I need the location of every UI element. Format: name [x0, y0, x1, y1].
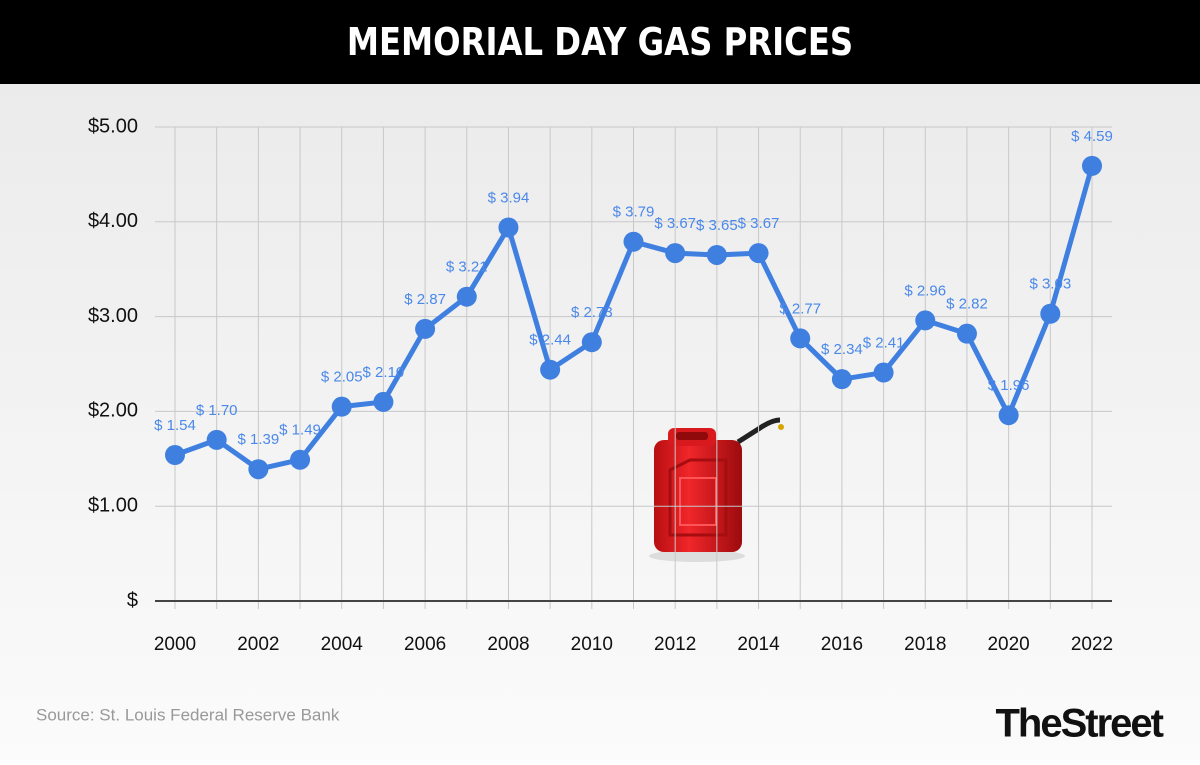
data-point: [331, 396, 352, 417]
y-tick-label: $1.00: [88, 494, 138, 516]
data-label: $ 2.10: [363, 364, 405, 381]
y-tick-label: $2.00: [88, 400, 138, 422]
data-point: [290, 449, 311, 470]
data-point: [873, 362, 894, 383]
title-bar: [0, 0, 1200, 84]
data-label: $ 1.49: [279, 422, 321, 439]
data-label: $ 2.82: [946, 296, 988, 313]
data-point: [748, 243, 769, 264]
x-tick-label: 2016: [821, 634, 863, 655]
data-label: $ 1.70: [196, 402, 238, 419]
data-label: $ 2.44: [529, 332, 571, 349]
y-tick-label: $3.00: [88, 305, 138, 327]
x-tick-label: 2004: [321, 634, 364, 655]
data-label: $ 4.59: [1071, 128, 1113, 145]
data-point: [373, 391, 394, 412]
data-point: [790, 328, 811, 349]
x-tick-label: 2012: [654, 634, 696, 655]
data-point: [248, 459, 269, 480]
x-tick-label: 2006: [404, 634, 446, 655]
data-label: $ 3.65: [696, 217, 738, 234]
data-label: $ 1.54: [154, 417, 196, 434]
x-tick-label: 2014: [737, 634, 780, 655]
data-label: $ 2.05: [321, 369, 363, 386]
data-label: $ 3.67: [654, 215, 696, 232]
y-tick-label: $4.00: [88, 210, 138, 232]
data-point: [915, 310, 936, 331]
data-point: [206, 429, 227, 450]
data-point: [581, 332, 602, 353]
x-tick-label: 2018: [904, 634, 946, 655]
data-point: [706, 244, 727, 265]
y-tick-label: $: [127, 589, 138, 611]
data-label: $ 3.21: [446, 259, 488, 276]
data-point: [498, 217, 519, 238]
data-label: $ 2.96: [904, 282, 946, 299]
data-label: $ 2.34: [821, 341, 863, 358]
data-label: $ 3.94: [488, 189, 530, 206]
chart-title: MEMORIAL DAY GAS PRICES: [347, 20, 853, 64]
data-point: [456, 286, 477, 307]
data-label: $ 3.67: [738, 215, 780, 232]
data-label: $ 2.77: [779, 300, 821, 317]
x-tick-label: 2000: [154, 634, 196, 655]
data-label: $ 1.96: [988, 377, 1030, 394]
data-label: $ 2.73: [571, 304, 613, 321]
data-point: [415, 318, 436, 339]
data-point: [1082, 155, 1102, 176]
brand-logo: TheStreet: [996, 702, 1164, 746]
x-tick-label: 2020: [987, 634, 1029, 655]
data-point: [540, 359, 561, 380]
x-tick-label: 2008: [487, 634, 529, 655]
source-note: Source: St. Louis Federal Reserve Bank: [36, 705, 340, 724]
x-tick-label: 2010: [571, 634, 613, 655]
data-point: [956, 323, 977, 344]
data-point: [831, 369, 852, 390]
data-label: $ 2.87: [404, 291, 446, 308]
data-label: $ 3.03: [1029, 276, 1071, 293]
data-point: [165, 445, 185, 466]
data-label: $ 2.41: [863, 335, 905, 352]
y-tick-label: $5.00: [88, 115, 138, 137]
gas-can: [649, 417, 784, 562]
x-tick-label: 2002: [237, 634, 279, 655]
data-point: [998, 405, 1019, 426]
x-tick-label: 2022: [1071, 634, 1113, 655]
data-point: [623, 231, 644, 252]
data-label: $ 3.79: [613, 204, 655, 221]
data-point: [665, 243, 686, 264]
data-point: [1040, 303, 1061, 324]
data-label: $ 1.39: [238, 431, 280, 448]
